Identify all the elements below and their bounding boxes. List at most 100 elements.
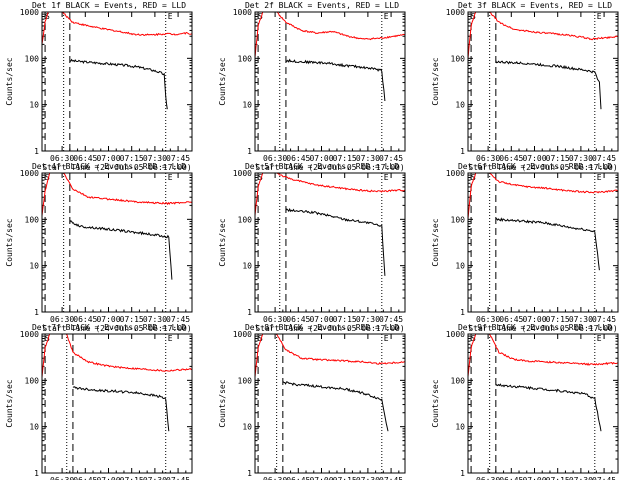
x-tick-label: 07:30 [356,154,380,163]
plot-title: Det 9f BLACK = Events, RED = LLD [458,323,612,332]
x-tick-label: 06:30 [263,154,287,163]
x-tick-label: 07:00 [309,154,333,163]
y-tick-label: 1 [460,147,465,156]
y-tick-label: 1 [460,308,465,317]
x-tick-label: 07:15 [333,154,357,163]
end-marker-E: E [168,12,173,21]
x-tick-label: 06:45 [73,315,97,324]
y-tick-label: 10 [29,262,39,271]
x-tick-label: 07:00 [96,154,120,163]
x-tick-label: 07:30 [143,154,167,163]
start-marker-S: S [258,173,263,182]
x-tick-label: 06:30 [476,154,500,163]
x-tick-label: 07:30 [143,476,167,480]
start-marker-S: S [258,334,263,343]
end-marker-E: E [384,334,389,343]
end-marker-E: E [597,173,602,182]
x-tick-label: 07:30 [569,315,593,324]
lld-series-line [41,11,193,45]
end-marker-E: E [384,12,389,21]
plot-frame [467,333,619,474]
x-tick-label: 07:30 [143,315,167,324]
events-series-line [285,58,386,102]
plot-title: Det 7f BLACK = Events, RED = LLD [32,323,186,332]
x-tick-label: 06:45 [499,154,523,163]
y-tick-label: 1000 [20,8,39,17]
y-axis-label: Counts/sec [431,57,440,105]
y-axis-label: Counts/sec [5,57,14,105]
x-tick-label: 07:15 [120,154,144,163]
y-tick-label: 100 [25,54,40,63]
y-tick-label: 1 [34,469,39,478]
lld-series-line [254,11,406,58]
events-series-line [495,60,602,110]
y-tick-label: 10 [242,101,252,110]
plot-frame [254,333,406,474]
detector-plot-5: Det 5f BLACK = Events, RED = LLD Counts/s… [218,162,406,333]
x-tick-label: 07:15 [546,476,570,480]
plot-title: Det 6f BLACK = Events, RED = LLD [458,162,612,171]
x-tick-label: 06:30 [476,476,500,480]
x-tick-label: 07:45 [166,154,190,163]
y-tick-label: 1 [247,147,252,156]
events-series-line [285,207,386,276]
x-tick-label: 06:45 [286,476,310,480]
events-series-line [495,217,600,271]
x-tick-label: 07:00 [522,154,546,163]
y-axis-label: Counts/sec [5,379,14,427]
end-marker-E: E [597,12,602,21]
events-series-line [495,383,602,432]
x-axis-label: Start Time (24-Jun-05 06:17:00) [468,324,617,333]
x-tick-label: 07:30 [356,476,380,480]
events-series-line [282,380,389,432]
plot-title: Det 1f BLACK = Events, RED = LLD [32,1,186,10]
end-marker-E: E [597,334,602,343]
lld-series-line [467,11,619,60]
x-tick-label: 07:45 [592,154,616,163]
x-tick-label: 07:30 [569,154,593,163]
x-tick-label: 06:30 [50,315,74,324]
x-tick-label: 07:00 [522,476,546,480]
y-axis-label: Counts/sec [218,218,227,266]
y-tick-label: 1000 [446,169,465,178]
x-tick-label: 07:15 [120,315,144,324]
x-tick-label: 07:00 [96,476,120,480]
events-series-line [72,386,170,432]
lld-series-line [467,172,619,219]
events-series-line [69,58,168,110]
y-tick-label: 1000 [446,8,465,17]
x-axis-label: Start Time (24-Jun-05 06:17:00) [255,324,404,333]
events-series-line [69,220,173,280]
plot-frame [41,11,193,152]
start-marker-S: S [471,334,476,343]
y-tick-label: 1 [247,308,252,317]
y-tick-label: 1000 [233,330,252,339]
x-axis-label: Start Time (24-Jun-05 06:17:00) [42,163,191,172]
detector-plot-6: Det 6f BLACK = Events, RED = LLD Counts/s… [431,162,619,333]
x-tick-label: 06:45 [73,476,97,480]
x-tick-label: 06:45 [286,315,310,324]
x-tick-label: 07:45 [379,315,403,324]
y-tick-label: 10 [242,262,252,271]
plot-frame [467,11,619,152]
start-marker-S: S [471,173,476,182]
lld-series-line [254,333,406,378]
x-tick-label: 07:15 [333,315,357,324]
y-tick-label: 1 [34,147,39,156]
start-marker-S: S [45,173,50,182]
plot-title: Det 4f BLACK = Events, RED = LLD [32,162,186,171]
y-tick-label: 1000 [446,330,465,339]
y-axis-label: Counts/sec [5,218,14,266]
x-tick-label: 06:30 [263,315,287,324]
x-tick-label: 07:45 [379,476,403,480]
x-tick-label: 06:30 [476,315,500,324]
start-marker-S: S [258,12,263,21]
lld-series-line [254,172,406,216]
y-tick-label: 100 [238,215,253,224]
y-tick-label: 1000 [233,169,252,178]
x-tick-label: 06:45 [73,154,97,163]
plot-frame [254,11,406,152]
x-tick-label: 07:45 [592,315,616,324]
plot-title: Det 5f BLACK = Events, RED = LLD [245,162,399,171]
